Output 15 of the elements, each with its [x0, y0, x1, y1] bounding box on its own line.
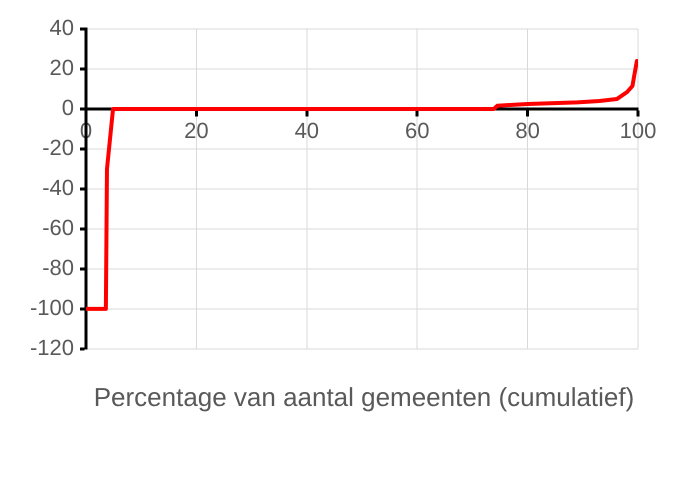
x-axis-title: Percentage van aantal gemeenten (cumulatief) — [92, 381, 636, 414]
y-tick-label: -120 — [30, 334, 74, 360]
x-tick-label: 100 — [620, 118, 656, 144]
y-tick-label: -40 — [42, 174, 74, 200]
y-tick-label: 0 — [62, 95, 74, 120]
y-tick-label: -100 — [30, 294, 74, 320]
x-tick-label: 60 — [404, 118, 430, 144]
y-tick-label: 40 — [50, 15, 74, 40]
x-tick-label: 40 — [294, 118, 320, 144]
y-tick-label: -20 — [42, 134, 74, 160]
y-tick-label: -60 — [42, 214, 74, 240]
x-tick-label: 20 — [184, 118, 209, 144]
y-tick-label: 20 — [50, 55, 74, 80]
y-tick-label: -80 — [42, 254, 74, 280]
x-tick-label: 80 — [515, 118, 540, 144]
